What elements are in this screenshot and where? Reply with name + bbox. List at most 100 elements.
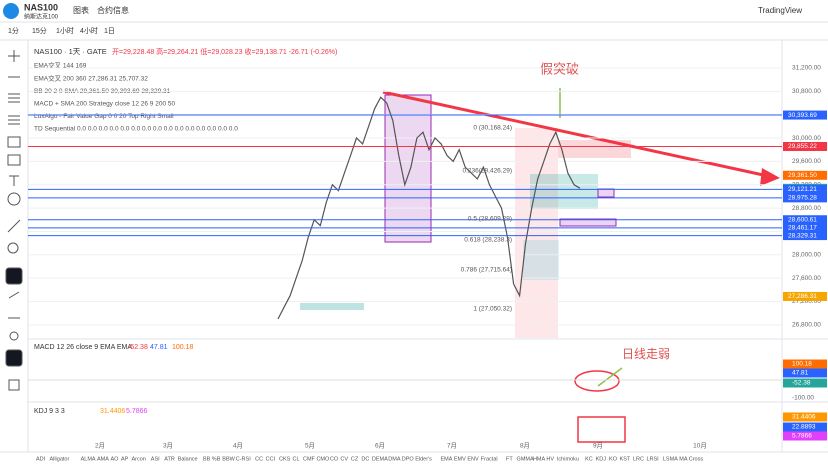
price-label: 29,361.50 [788, 172, 817, 179]
indicator-button[interactable]: ATR [164, 456, 175, 462]
left-toolbar[interactable] [5, 50, 23, 391]
fvg-box [530, 174, 598, 209]
logo [3, 3, 19, 19]
price-label: 29,121.21 [788, 186, 817, 193]
indicator-button[interactable]: EMV [454, 456, 466, 462]
indicator-button[interactable]: C-RSI [236, 456, 251, 462]
kdj-value: 31.4406 [100, 408, 125, 415]
y-tick-label: 28,800.00 [792, 205, 821, 212]
price-label-box [783, 291, 827, 301]
indicator-button[interactable]: CV [340, 456, 348, 462]
indicator-button[interactable]: AMA [97, 456, 109, 462]
indicator-legend: LuxAlgo - Fair Value Gap 0 0 20 Top Righ… [34, 113, 174, 120]
annotation: 日线走弱 [622, 347, 670, 361]
indicator-button[interactable]: KO [609, 456, 618, 462]
annotation-arrow [597, 367, 623, 387]
indicator-button[interactable]: Elder's [415, 456, 432, 462]
indicator-button[interactable]: ALMA [81, 456, 96, 462]
indicator-button[interactable]: DPO [402, 456, 415, 462]
fvg-box [558, 140, 631, 158]
y-tick-label: 27,600.00 [792, 275, 821, 282]
y-tick-label: 27,200.00 [792, 298, 821, 305]
indicator-button[interactable]: MA Cross [679, 456, 703, 462]
indicator-button[interactable]: AO [110, 456, 119, 462]
tab[interactable]: 合约信息 [97, 5, 129, 15]
arrow-head [760, 168, 780, 186]
fib-label: 0.236(29,426.29) [462, 168, 512, 175]
macd-title: MACD 12 26 close 9 EMA EMA [34, 344, 132, 351]
x-tick-label: 7月 [447, 442, 457, 450]
indicator-button[interactable]: DC [361, 456, 369, 462]
indicator-button[interactable]: CCI [266, 456, 276, 462]
indicator-button[interactable]: Fractal [481, 456, 498, 462]
indicator-button[interactable]: Balance [178, 456, 198, 462]
axis-label-box [783, 359, 827, 369]
symbol: NAS100 [24, 2, 58, 12]
indicator-button[interactable]: BBW [222, 456, 235, 462]
interval[interactable]: 4小时 [80, 26, 98, 35]
indicator-button[interactable]: Arcon [131, 456, 145, 462]
price-label: 28,975.28 [788, 195, 817, 202]
tab[interactable]: 图表 [73, 5, 89, 15]
indicator-button[interactable]: ADI [36, 456, 46, 462]
axis-label-box [783, 431, 827, 441]
indicator-button[interactable]: HMA [533, 456, 546, 462]
indicator-button[interactable]: CZ [351, 456, 359, 462]
legend-title: NAS100 · 1天 · GATE [34, 47, 107, 56]
x-tick-label: 4月 [233, 442, 243, 450]
indicator-button[interactable]: BB %B [203, 456, 221, 462]
fib-zone [515, 128, 558, 338]
indicator-button[interactable]: AP [121, 456, 129, 462]
price-label: 29,855.22 [788, 143, 817, 150]
indicator-button[interactable]: CL [293, 456, 300, 462]
trend-line [382, 90, 769, 178]
fvg-box [300, 303, 364, 310]
indicator-button[interactable]: CMF [303, 456, 316, 462]
indicator-button[interactable]: Ichimoku [557, 456, 579, 462]
indicator-button[interactable]: DEMA [372, 456, 388, 462]
y-tick-label: 31,200.00 [792, 65, 821, 72]
indicator-button[interactable]: Alligator [49, 456, 69, 462]
indicator-button[interactable]: CMO [316, 456, 330, 462]
indicator-button[interactable]: KST [620, 456, 631, 462]
kdj-value: 5.7866 [126, 408, 148, 415]
fib-label: 1 (27,050.32) [473, 306, 512, 313]
axis-label-box [783, 378, 827, 388]
indicator-button[interactable]: LRSI [646, 456, 659, 462]
indicator-button[interactable]: ASI [151, 456, 160, 462]
macd-value: -52.38 [128, 344, 148, 351]
x-tick-label: 3月 [163, 442, 173, 450]
fib-label: 0.5 (28,609.29) [468, 216, 512, 223]
fib-label: 0.786 (27,715.64) [461, 267, 512, 274]
indicator-button[interactable]: ENV [467, 456, 479, 462]
indicator-button[interactable]: DMA [388, 456, 401, 462]
kdj-axis-label: 22.8893 [792, 424, 816, 431]
kdj-title: KDJ 9 3 3 [34, 408, 65, 415]
indicator-button[interactable]: CC [255, 456, 263, 462]
indicator-button[interactable]: EMA [440, 456, 452, 462]
interval[interactable]: 1分 [8, 26, 19, 35]
highlight-ellipse [574, 370, 620, 392]
price-label: 28,329.31 [788, 232, 817, 239]
price-label-box [783, 141, 827, 151]
x-tick-label: 9月 [593, 442, 603, 450]
indicator-button[interactable]: CO [330, 456, 339, 462]
indicator-legend: EMA交叉 144 169 [34, 61, 87, 70]
indicator-button[interactable]: CKS [279, 456, 291, 462]
interval[interactable]: 15分 [32, 26, 47, 35]
indicator-button[interactable]: KC [585, 456, 593, 462]
indicator-button[interactable]: GMMA [517, 456, 534, 462]
interval[interactable]: 1小时 [56, 26, 74, 35]
indicator-button[interactable]: HV [546, 456, 554, 462]
kdj-axis-label: 31.4406 [792, 414, 816, 421]
indicator-button[interactable]: LSMA [663, 456, 678, 462]
fvg-box [523, 240, 559, 280]
kdj-axis-label: 5.7866 [792, 433, 812, 440]
indicator-button[interactable]: KDJ [596, 456, 607, 462]
indicator-button[interactable]: FT [506, 456, 513, 462]
y-tick-label: 30,800.00 [792, 88, 821, 95]
interval[interactable]: 1日 [104, 27, 115, 35]
indicator-button[interactable]: LRC [633, 456, 644, 462]
